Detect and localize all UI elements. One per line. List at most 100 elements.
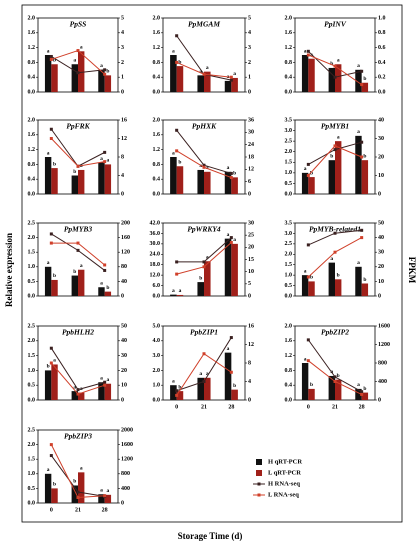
line-marker — [229, 75, 233, 79]
y2-tick-label: 0 — [121, 293, 124, 299]
significance-letter: b — [53, 273, 56, 279]
y-tick-label: 0.0 — [285, 293, 293, 299]
line-marker — [360, 236, 364, 240]
bar — [71, 175, 78, 194]
line-marker — [175, 34, 179, 38]
significance-letter: a — [47, 467, 50, 473]
significance-letter: a — [206, 255, 209, 261]
y-tick-label: 1.2 — [285, 45, 293, 51]
y-tick-label: 1.6 — [153, 30, 161, 36]
bar — [104, 494, 112, 503]
panel-title: PpbZIP3 — [64, 432, 92, 441]
line-marker — [229, 336, 233, 340]
line-marker — [202, 163, 206, 167]
significance-letter: a — [227, 165, 230, 171]
bar — [361, 160, 369, 194]
y-tick-label: 0.8 — [28, 162, 36, 168]
y-tick-label: 0.8 — [153, 162, 161, 168]
y-tick-label: 0.0 — [153, 191, 161, 197]
y-tick-label: 2.0 — [28, 117, 36, 123]
bar — [355, 69, 362, 92]
y-tick-label: 0.4 — [285, 75, 293, 81]
significance-letter: a — [233, 71, 236, 77]
bar — [170, 385, 177, 400]
y-tick-label: 2.5 — [28, 220, 36, 226]
y-tick-label: 0.5 — [285, 181, 293, 187]
line — [50, 138, 105, 167]
y2-tick-label: 10 — [248, 269, 254, 275]
line-marker — [360, 390, 364, 394]
line-marker — [49, 361, 53, 365]
y2-tick-label: 800 — [121, 471, 130, 477]
line-marker — [360, 69, 364, 73]
significance-letter: a — [337, 134, 340, 140]
y-tick-label: 12.0 — [150, 273, 161, 279]
bar — [361, 82, 369, 92]
y2-tick-label: 0 — [378, 397, 381, 403]
significance-letter: a — [337, 58, 340, 64]
y-tick-label: 1.5 — [285, 262, 293, 268]
line-marker — [103, 160, 107, 164]
legend-swatch — [257, 482, 261, 486]
y2-tick-label: 0.2 — [378, 75, 386, 81]
y2-tick-label: 4 — [248, 30, 251, 36]
y2-tick-label: 4 — [121, 173, 124, 179]
line-marker — [103, 494, 107, 498]
y2-tick-label: 0.8 — [378, 30, 386, 36]
y-tick-label: 0.0 — [28, 89, 36, 95]
y-tick-label: 0.4 — [153, 177, 161, 183]
line-marker — [333, 250, 337, 254]
line-marker — [49, 137, 53, 140]
bar — [204, 71, 211, 92]
y2-tick-label: 0.4 — [378, 60, 386, 66]
line-marker — [333, 64, 337, 68]
bar — [71, 391, 78, 400]
significance-letter: a — [199, 371, 202, 377]
significance-letter: a — [357, 63, 360, 69]
significance-letter: a — [47, 260, 50, 266]
y2-tick-label: 30 — [378, 136, 384, 142]
y-tick-label: 42.0 — [150, 220, 161, 226]
y2-tick-label: 1.0 — [378, 15, 386, 21]
line-marker — [229, 171, 233, 175]
line-marker — [202, 260, 206, 264]
significance-letter: a — [357, 382, 360, 388]
x-tick-label: 28 — [359, 404, 365, 410]
y-tick-label: 0.5 — [28, 486, 36, 492]
y2-tick-label: 16 — [248, 323, 254, 329]
line — [50, 128, 105, 167]
x-tick-label: 0 — [307, 404, 310, 410]
y2-tick-label: 5 — [248, 281, 251, 287]
y2-tick-label: 6 — [248, 179, 251, 185]
y2-tick-label: 40 — [121, 279, 127, 285]
legend-label: H qRT-PCR — [268, 458, 302, 465]
x-tick-label: 0 — [175, 404, 178, 410]
y-tick-label: 5.0 — [153, 323, 161, 329]
y-tick-label: 1.6 — [285, 338, 293, 344]
y-tick-label: 0.0 — [153, 397, 161, 403]
line-marker — [306, 49, 310, 53]
significance-letter: a — [80, 163, 83, 169]
bar — [51, 168, 58, 194]
y-tick-label: 0.0 — [285, 89, 293, 95]
significance-letter: a — [357, 260, 360, 266]
y2-tick-label: 2 — [121, 60, 124, 66]
bar — [176, 166, 184, 194]
line-marker — [175, 149, 179, 153]
y2-tick-label: 8 — [121, 154, 124, 160]
panel-title: PpMYB-related1 — [309, 225, 361, 234]
line-marker — [306, 53, 310, 57]
y-tick-label: 1.6 — [28, 132, 36, 138]
y2-tick-label: 12 — [121, 136, 127, 142]
y2-tick-label: 40 — [378, 117, 384, 123]
panel-title: PpINV — [324, 20, 347, 29]
y2-tick-label: 20 — [121, 368, 127, 374]
line-marker — [103, 68, 107, 72]
bar — [204, 377, 211, 400]
x-tick-label: 28 — [102, 507, 108, 513]
y-tick-label: 0.0 — [285, 191, 293, 197]
y-tick-label: 2.0 — [28, 15, 36, 21]
y-tick-label: 30.0 — [150, 241, 161, 247]
significance-letter: a — [53, 358, 56, 364]
significance-letter: b — [53, 482, 56, 488]
